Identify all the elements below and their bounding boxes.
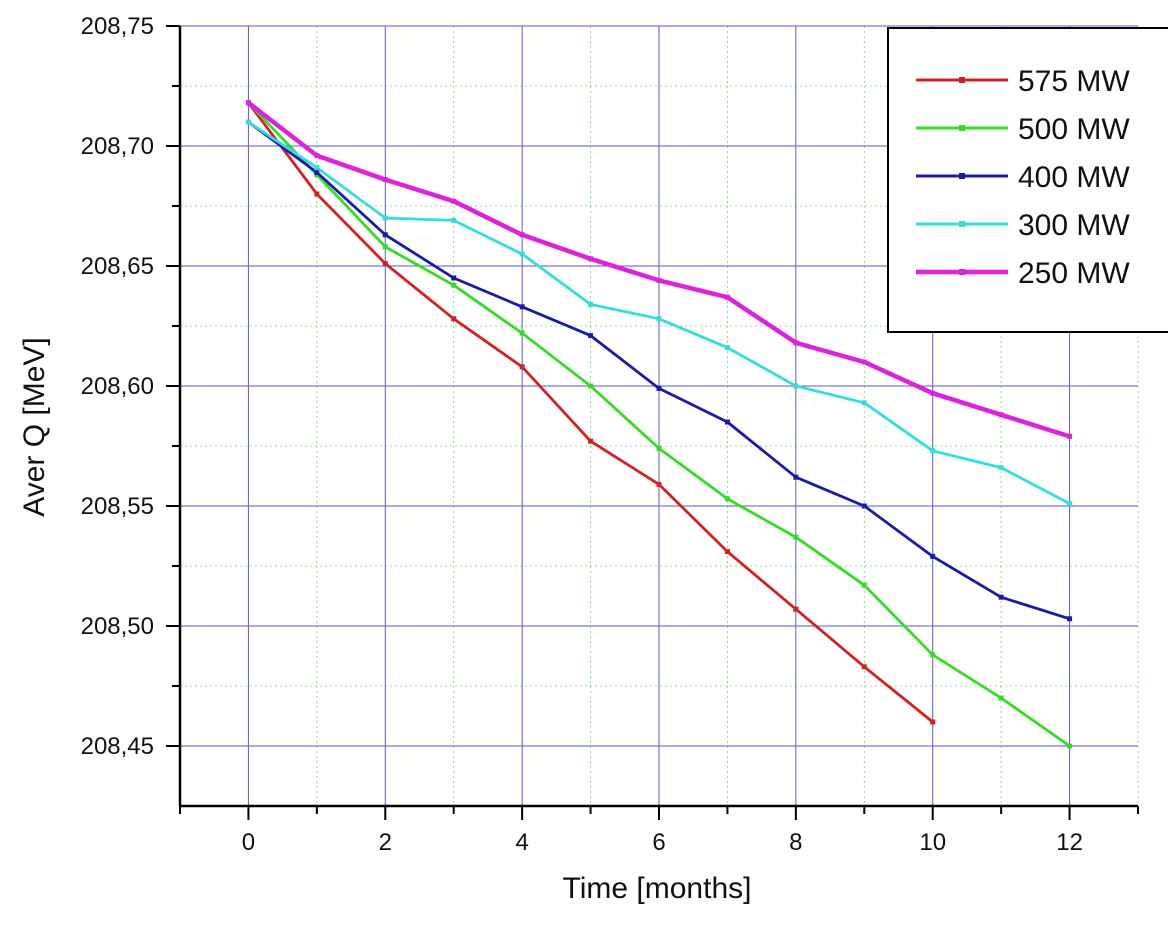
series-400-mw xyxy=(245,119,1073,622)
data-point xyxy=(588,256,594,262)
data-point xyxy=(519,232,525,238)
data-point xyxy=(656,385,662,391)
data-point xyxy=(314,165,320,171)
y-tick-label: 208,45 xyxy=(81,733,154,760)
data-point xyxy=(930,448,936,454)
data-point xyxy=(1067,501,1073,507)
data-point xyxy=(588,383,594,389)
data-point xyxy=(930,652,936,658)
data-point xyxy=(861,400,867,406)
data-point xyxy=(382,177,388,183)
data-point xyxy=(724,496,730,502)
x-axis-title: Time [months] xyxy=(563,872,752,905)
data-point xyxy=(1067,743,1073,749)
data-point xyxy=(382,232,388,238)
y-tick-label: 208,55 xyxy=(81,493,154,520)
x-tick-label: 0 xyxy=(242,829,255,856)
data-point xyxy=(519,364,525,370)
data-point xyxy=(724,549,730,555)
data-point xyxy=(930,719,936,725)
x-tick-label: 6 xyxy=(652,829,665,856)
y-tick-label: 208,70 xyxy=(81,133,154,160)
legend-marker xyxy=(959,221,965,227)
x-tick-label: 8 xyxy=(789,829,802,856)
data-point xyxy=(588,301,594,307)
data-point xyxy=(519,251,525,257)
x-tick-label: 10 xyxy=(919,829,946,856)
data-point xyxy=(451,275,457,281)
data-point xyxy=(382,261,388,267)
data-point xyxy=(451,198,457,204)
data-point xyxy=(861,582,867,588)
data-point xyxy=(861,359,867,365)
y-tick-label: 208,65 xyxy=(81,253,154,280)
data-point xyxy=(451,282,457,288)
data-point xyxy=(451,217,457,223)
axes: 0 2 4 6 8 10 12 208,45 208,50 208,55 208,60 208,65 2… xyxy=(81,13,1139,856)
data-point xyxy=(519,330,525,336)
series-300-mw xyxy=(245,119,1073,507)
data-point xyxy=(998,695,1004,701)
data-point xyxy=(793,534,799,540)
data-point xyxy=(930,390,936,396)
data-point xyxy=(656,481,662,487)
data-point xyxy=(793,383,799,389)
data-point xyxy=(998,594,1004,600)
legend-marker xyxy=(959,269,965,275)
y-tick-label: 208,60 xyxy=(81,373,154,400)
data-point xyxy=(245,119,251,125)
data-point xyxy=(314,191,320,197)
y-tick-label: 208,50 xyxy=(81,613,154,640)
data-point xyxy=(314,153,320,159)
data-point xyxy=(656,445,662,451)
legend-entry: 575 MW xyxy=(1018,65,1130,98)
legend-marker xyxy=(959,173,965,179)
data-point xyxy=(998,465,1004,471)
legend-marker xyxy=(959,77,965,83)
legend: 575 MW 500 MW 400 MW 300 MW 250 MW xyxy=(887,27,1168,333)
legend-entry: 250 MW xyxy=(1018,257,1130,290)
data-point xyxy=(656,316,662,322)
data-point xyxy=(519,304,525,310)
data-point xyxy=(314,169,320,175)
data-point xyxy=(382,215,388,221)
data-point xyxy=(382,244,388,250)
x-tick-label: 12 xyxy=(1056,829,1083,856)
data-point xyxy=(656,277,662,283)
series-250-mw xyxy=(245,100,1073,439)
x-tick-label: 4 xyxy=(515,829,528,856)
data-point xyxy=(793,340,799,346)
x-tick-label: 2 xyxy=(379,829,392,856)
data-point xyxy=(451,316,457,322)
legend-entry: 400 MW xyxy=(1018,161,1130,194)
data-point xyxy=(724,294,730,300)
data-point xyxy=(930,553,936,559)
grid xyxy=(179,25,1139,806)
data-point xyxy=(724,345,730,351)
data-point xyxy=(724,419,730,425)
data-point xyxy=(588,333,594,339)
data-point xyxy=(588,438,594,444)
series-575-mw xyxy=(245,100,936,725)
data-point xyxy=(861,503,867,509)
data-point xyxy=(1067,433,1073,439)
y-axis-title: Aver Q [MeV] xyxy=(18,337,51,517)
series-lines xyxy=(245,100,1073,749)
legend-entry: 300 MW xyxy=(1018,209,1130,242)
y-tick-label: 208,75 xyxy=(81,13,154,40)
data-point xyxy=(245,100,251,106)
legend-marker xyxy=(959,125,965,131)
data-point xyxy=(998,412,1004,418)
data-point xyxy=(793,606,799,612)
data-point xyxy=(1067,616,1073,622)
data-point xyxy=(861,664,867,670)
legend-entry: 500 MW xyxy=(1018,113,1130,146)
data-point xyxy=(793,474,799,480)
